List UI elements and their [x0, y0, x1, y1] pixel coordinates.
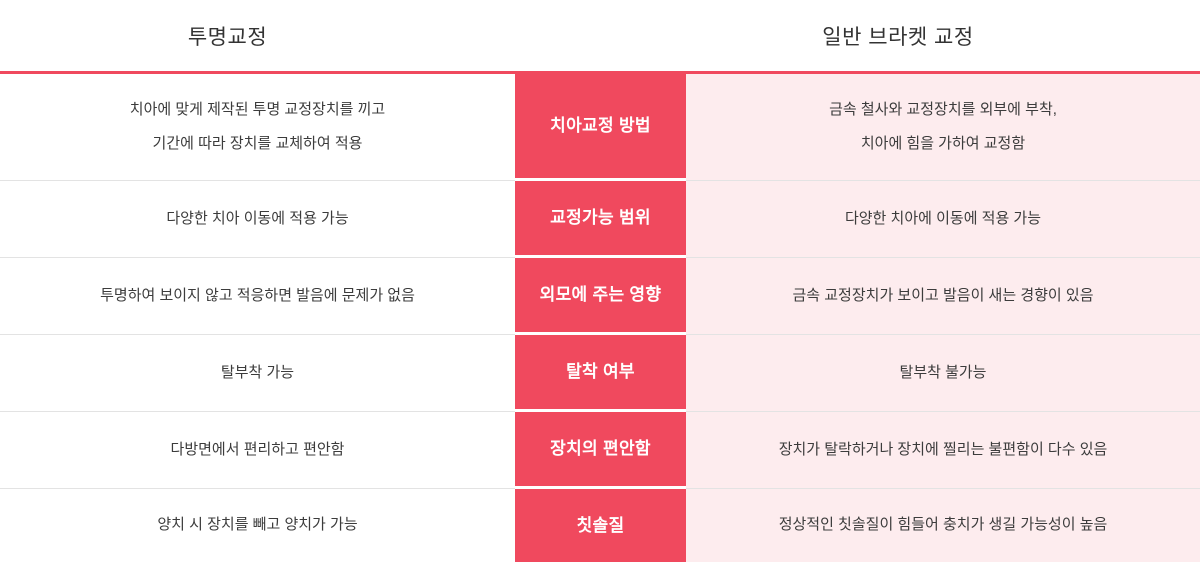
- category-cell: 장치의 편안함: [515, 412, 686, 489]
- clear-aligner-cell: 양치 시 장치를 빼고 양치가 가능: [0, 489, 515, 562]
- category-label: 외모에 주는 영향: [539, 285, 662, 305]
- category-label: 치아교정 방법: [550, 116, 651, 136]
- bracket-text: 장치가 탈락하거나 장치에 찔리는 불편함이 다수 있음: [778, 440, 1108, 458]
- table-body: 치아에 맞게 제작된 투명 교정장치를 끼고 기간에 따라 장치를 교체하여 적…: [0, 74, 1200, 562]
- table-row: 탈부착 가능 탈착 여부 탈부착 불가능: [0, 335, 1200, 412]
- header-divider-line: [0, 71, 1200, 74]
- category-cell: 교정가능 범위: [515, 181, 686, 258]
- bracket-text: 다양한 치아에 이동에 적용 가능: [844, 209, 1042, 227]
- table-header: 투명교정 일반 브라켓 교정: [0, 0, 1200, 71]
- bracket-text: 금속 교정장치가 보이고 발음이 새는 경향이 있음: [792, 286, 1094, 304]
- clear-aligner-text: 투명하여 보이지 않고 적응하면 발음에 문제가 없음: [100, 286, 415, 304]
- category-label: 교정가능 범위: [550, 208, 651, 228]
- bracket-text: 금속 철사와 교정장치를 외부에 부착, 치아에 힘을 가하여 교정함: [829, 100, 1057, 153]
- column-header-bracket: 일반 브라켓 교정: [822, 25, 974, 49]
- category-label: 장치의 편안함: [550, 439, 651, 459]
- clear-aligner-cell: 투명하여 보이지 않고 적응하면 발음에 문제가 없음: [0, 258, 515, 335]
- bracket-cell: 다양한 치아에 이동에 적용 가능: [686, 181, 1200, 258]
- bracket-cell: 금속 교정장치가 보이고 발음이 새는 경향이 있음: [686, 258, 1200, 335]
- clear-aligner-text: 탈부착 가능: [220, 363, 295, 381]
- category-label: 칫솔질: [576, 515, 625, 535]
- table-row: 다방면에서 편리하고 편안함 장치의 편안함 장치가 탈락하거나 장치에 찔리는…: [0, 412, 1200, 489]
- category-label: 탈착 여부: [566, 362, 635, 382]
- bracket-cell: 탈부착 불가능: [686, 335, 1200, 412]
- table-row: 양치 시 장치를 빼고 양치가 가능 칫솔질 정상적인 칫솔질이 힘들어 충치가…: [0, 489, 1200, 562]
- clear-aligner-cell: 탈부착 가능: [0, 335, 515, 412]
- category-cell: 치아교정 방법: [515, 74, 686, 181]
- bracket-text: 탈부착 불가능: [899, 363, 987, 381]
- bracket-cell: 정상적인 칫솔질이 힘들어 충치가 생길 가능성이 높음: [686, 489, 1200, 562]
- column-header-clear-aligner: 투명교정: [187, 25, 268, 49]
- category-cell: 외모에 주는 영향: [515, 258, 686, 335]
- bracket-cell: 금속 철사와 교정장치를 외부에 부착, 치아에 힘을 가하여 교정함: [686, 74, 1200, 181]
- clear-aligner-cell: 다방면에서 편리하고 편안함: [0, 412, 515, 489]
- clear-aligner-cell: 다양한 치아 이동에 적용 가능: [0, 181, 515, 258]
- table-row: 다양한 치아 이동에 적용 가능 교정가능 범위 다양한 치아에 이동에 적용 …: [0, 181, 1200, 258]
- table-row: 투명하여 보이지 않고 적응하면 발음에 문제가 없음 외모에 주는 영향 금속…: [0, 258, 1200, 335]
- bracket-cell: 장치가 탈락하거나 장치에 찔리는 불편함이 다수 있음: [686, 412, 1200, 489]
- clear-aligner-text: 다양한 치아 이동에 적용 가능: [166, 209, 349, 227]
- category-cell: 칫솔질: [515, 489, 686, 562]
- clear-aligner-text: 양치 시 장치를 빼고 양치가 가능: [157, 516, 358, 534]
- category-cell: 탈착 여부: [515, 335, 686, 412]
- clear-aligner-cell: 치아에 맞게 제작된 투명 교정장치를 끼고 기간에 따라 장치를 교체하여 적…: [0, 74, 515, 181]
- table-row: 치아에 맞게 제작된 투명 교정장치를 끼고 기간에 따라 장치를 교체하여 적…: [0, 74, 1200, 181]
- clear-aligner-text: 치아에 맞게 제작된 투명 교정장치를 끼고 기간에 따라 장치를 교체하여 적…: [129, 100, 386, 153]
- bracket-text: 정상적인 칫솔질이 힘들어 충치가 생길 가능성이 높음: [778, 516, 1108, 534]
- clear-aligner-text: 다방면에서 편리하고 편안함: [170, 440, 345, 458]
